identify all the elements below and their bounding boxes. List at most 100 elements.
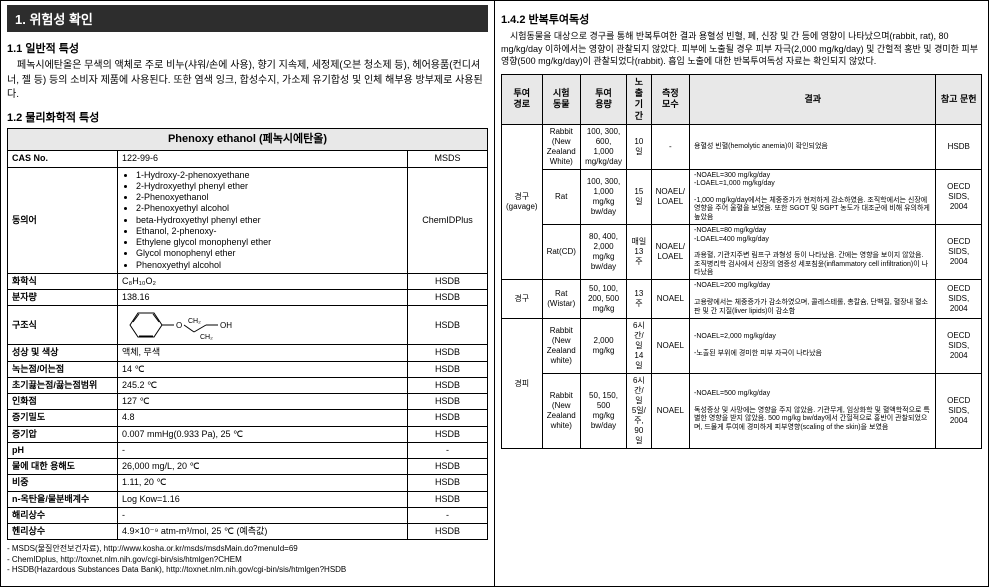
prop-value: - — [118, 442, 408, 458]
heading-1-4-2: 1.4.2 반복투여독성 — [501, 11, 982, 27]
tox-route: 경구 — [502, 280, 543, 319]
para-1-1: 페녹시에탄올은 무색의 액체로 주로 비누(샤워/손에 사용), 향기 지속제,… — [7, 59, 488, 103]
tox-result: -NOAEL=200 mg/kg/day고용량에서는 체중증가가 감소하였으며,… — [690, 280, 936, 319]
tox-result: -NOAEL=2,000 mg/kg/day-노출된 부위에 경미한 피부 자극… — [690, 319, 936, 374]
tox-param: NOAEL/LOAEL — [651, 225, 689, 280]
prop-source: HSDB — [408, 290, 488, 306]
tox-animal: Rat(CD) — [542, 225, 580, 280]
prop-source: - — [408, 442, 488, 458]
prop-label: n-옥탄올/물분배계수 — [8, 491, 118, 507]
prop-value: Log Kow=1.16 — [118, 491, 408, 507]
tox-dose: 80, 400,2,000mg/kgbw/day — [580, 225, 626, 280]
prop-label: 구조식 — [8, 306, 118, 345]
tox-ref: HSDB — [936, 124, 982, 169]
prop-source: HSDB — [408, 459, 488, 475]
prop-source: HSDB — [408, 361, 488, 377]
left-page: 1. 위험성 확인 1.1 일반적 특성 페녹시에탄올은 무색의 액체로 주로 … — [0, 0, 494, 587]
tox-result: 용혈성 빈혈(hemolytic anemia)이 확인되었음 — [690, 124, 936, 169]
prop-value: 4.8 — [118, 410, 408, 426]
footnote: MSDS(물질안전보건자료), http://www.kosha.or.kr/m… — [7, 544, 488, 554]
right-page: 1.4.2 반복투여독성 시험동물을 대상으로 경구를 통해 반복투여한 결과 … — [494, 0, 989, 587]
tox-param: NOAEL/LOAEL — [651, 169, 689, 224]
svg-text:OH: OH — [220, 321, 232, 330]
prop-source: HSDB — [408, 410, 488, 426]
prop-value: 122-99-6 — [118, 151, 408, 167]
prop-source: HSDB — [408, 273, 488, 289]
tox-header: 투여경로 — [502, 74, 543, 124]
prop-source: ChemIDPlus — [408, 167, 488, 273]
prop-label: 헨리상수 — [8, 524, 118, 540]
prop-value: 127 ℃ — [118, 394, 408, 410]
prop-label: 분자량 — [8, 290, 118, 306]
tox-ref: OECD SIDS, 2004 — [936, 319, 982, 374]
prop-source: MSDS — [408, 151, 488, 167]
svg-text:O: O — [176, 321, 182, 330]
prop-label: pH — [8, 442, 118, 458]
footnote: HSDB(Hazardous Substances Data Bank), ht… — [7, 565, 488, 575]
tox-duration: 10일 — [627, 124, 652, 169]
tox-animal: Rat — [542, 169, 580, 224]
prop-value: - — [118, 507, 408, 523]
footnotes: MSDS(물질안전보건자료), http://www.kosha.or.kr/m… — [7, 544, 488, 575]
prop-label: 화학식 — [8, 273, 118, 289]
prop-value: OCH₂CH₂OH — [118, 306, 408, 345]
tox-header: 결과 — [690, 74, 936, 124]
tox-param: NOAEL — [651, 319, 689, 374]
heading-1-2: 1.2 물리화학적 특성 — [7, 109, 488, 125]
tox-route: 경피 — [502, 319, 543, 449]
prop-value: 0.007 mmHg(0.933 Pa), 25 ℃ — [118, 426, 408, 442]
prop-source: HSDB — [408, 345, 488, 361]
tox-ref: OECD SIDS, 2004 — [936, 169, 982, 224]
prop-label: CAS No. — [8, 151, 118, 167]
prop-source: HSDB — [408, 426, 488, 442]
prop-value: 26,000 mg/L, 20 ℃ — [118, 459, 408, 475]
tox-result: -NOAEL=500 mg/kg/day독성증상 및 사망에는 영향을 주지 않… — [690, 374, 936, 449]
tox-animal: Rabbit(NewZealandwhite) — [542, 319, 580, 374]
prop-source: - — [408, 507, 488, 523]
prop-label: 비중 — [8, 475, 118, 491]
tox-header: 참고 문헌 — [936, 74, 982, 124]
prop-source: HSDB — [408, 475, 488, 491]
prop-label: 증기밀도 — [8, 410, 118, 426]
tox-dose: 2,000mg/kg — [580, 319, 626, 374]
svg-text:CH₂: CH₂ — [200, 334, 213, 341]
prop-value: 1-Hydroxy-2-phenoxyethane2-Hydroxyethyl … — [118, 167, 408, 273]
para-1-4-2: 시험동물을 대상으로 경구를 통해 반복투여한 결과 용혈성 빈혈, 폐, 신장… — [501, 30, 982, 68]
footnote: ChemIDplus, http://toxnet.nlm.nih.gov/cg… — [7, 555, 488, 565]
prop-label: 인화점 — [8, 394, 118, 410]
tox-ref: OECD SIDS, 2004 — [936, 280, 982, 319]
tox-animal: Rat(Wistar) — [542, 280, 580, 319]
prop-source: HSDB — [408, 491, 488, 507]
tox-param: NOAEL — [651, 374, 689, 449]
prop-label: 녹는점/어는점 — [8, 361, 118, 377]
prop-value: 14 ℃ — [118, 361, 408, 377]
prop-source: HSDB — [408, 394, 488, 410]
prop-label: 물에 대한 용해도 — [8, 459, 118, 475]
prop-label: 초기끓는점/끓는점범위 — [8, 377, 118, 393]
prop-value: 1.11, 20 ℃ — [118, 475, 408, 491]
tox-duration: 6시간/일5일/주,90일 — [627, 374, 652, 449]
prop-source: HSDB — [408, 524, 488, 540]
tox-dose: 100, 300,600, 1,000mg/kg/day — [580, 124, 626, 169]
tox-duration: 매일13주 — [627, 225, 652, 280]
tox-header: 노출기간 — [627, 74, 652, 124]
structural-formula-icon: OCH₂CH₂OH — [122, 308, 252, 342]
tox-dose: 50, 150,500mg/kgbw/day — [580, 374, 626, 449]
tox-param: NOAEL — [651, 280, 689, 319]
prop-label: 성상 및 색상 — [8, 345, 118, 361]
section-1-title: 1. 위험성 확인 — [7, 5, 488, 32]
tox-animal: Rabbit(NewZealandwhite) — [542, 374, 580, 449]
tox-dose: 100, 300,1,000mg/kgbw/day — [580, 169, 626, 224]
prop-source: HSDB — [408, 306, 488, 345]
prop-source: HSDB — [408, 377, 488, 393]
prop-value: 4.9×10⁻⁹ atm-m³/mol, 25 ℃ (예측값) — [118, 524, 408, 540]
toxicity-table: 투여경로시험동물투여용량노출기간측정모수결과참고 문헌 경구(gavage)Ra… — [501, 74, 982, 449]
properties-table: Phenoxy ethanol (페녹시에탄올) CAS No.122-99-6… — [7, 128, 488, 541]
prop-value: 245.2 ℃ — [118, 377, 408, 393]
tox-result: -NOAEL=80 mg/kg/day-LOAEL=400 mg/kg/day과… — [690, 225, 936, 280]
prop-label: 동의어 — [8, 167, 118, 273]
prop-label: 증기압 — [8, 426, 118, 442]
prop-value: 액체, 무색 — [118, 345, 408, 361]
tox-header: 측정모수 — [651, 74, 689, 124]
tox-header: 시험동물 — [542, 74, 580, 124]
